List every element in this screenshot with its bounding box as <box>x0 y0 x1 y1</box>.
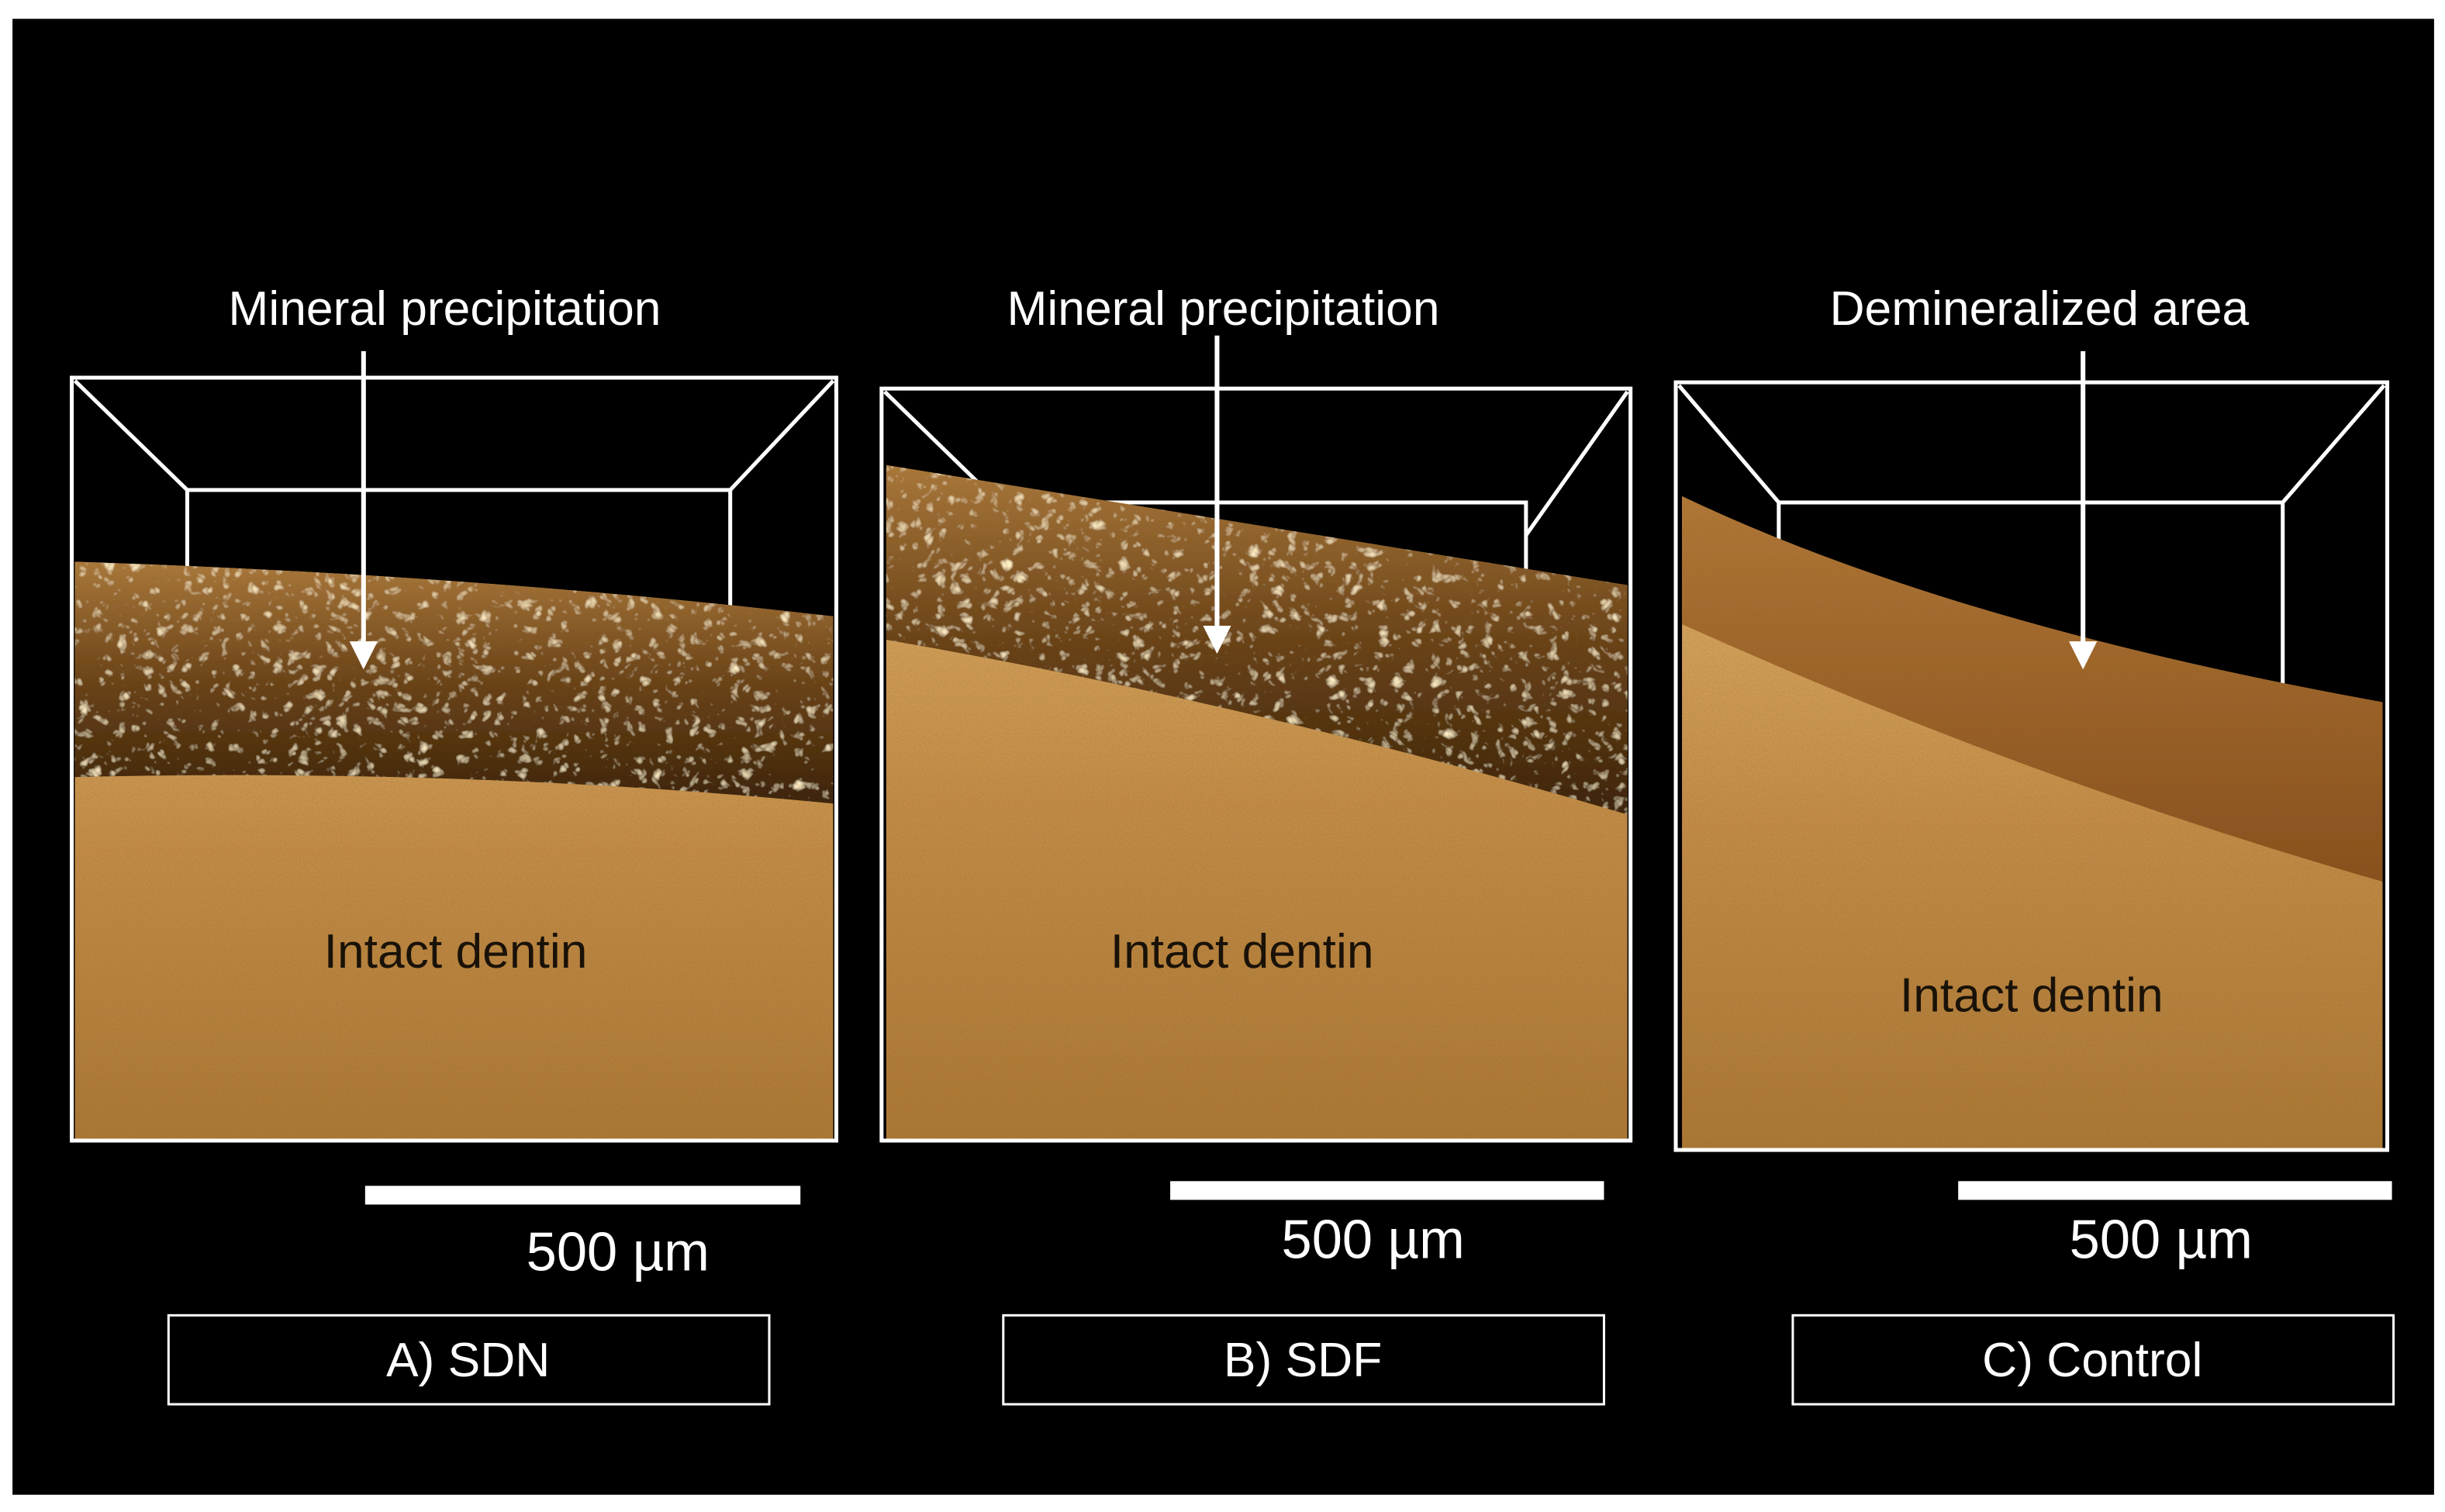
scale-bar-label: 500 µm <box>1282 1208 1465 1269</box>
panel-a: Mineral precipitation Intact dentin 500 … <box>70 282 839 1406</box>
region-label: Intact dentin <box>1900 968 2164 1022</box>
annotation: Mineral precipitation <box>228 282 661 336</box>
panel-c: Demineralized area Intact dentin 500 µm … <box>1673 282 2395 1406</box>
scale-bar <box>1170 1181 1604 1200</box>
caption: A) SDN <box>386 1334 550 1387</box>
scale-bar-label: 500 µm <box>2070 1208 2253 1269</box>
caption: B) SDF <box>1224 1334 1382 1387</box>
region-label: Intact dentin <box>1110 925 1374 979</box>
scale-bar <box>364 1186 801 1205</box>
precipitation-layer <box>74 561 834 804</box>
caption: C) Control <box>1982 1334 2202 1387</box>
demineralized-layer <box>1682 495 2383 882</box>
scale-bar <box>1958 1181 2392 1200</box>
annotation: Mineral precipitation <box>1007 282 1439 336</box>
precipitation-layer <box>886 464 1628 815</box>
annotation: Demineralized area <box>1829 282 2249 336</box>
scale-bar-label: 500 µm <box>527 1220 710 1282</box>
region-label: Intact dentin <box>324 925 588 979</box>
panel-b: Mineral precipitation Intact dentin 500 … <box>879 282 1633 1406</box>
